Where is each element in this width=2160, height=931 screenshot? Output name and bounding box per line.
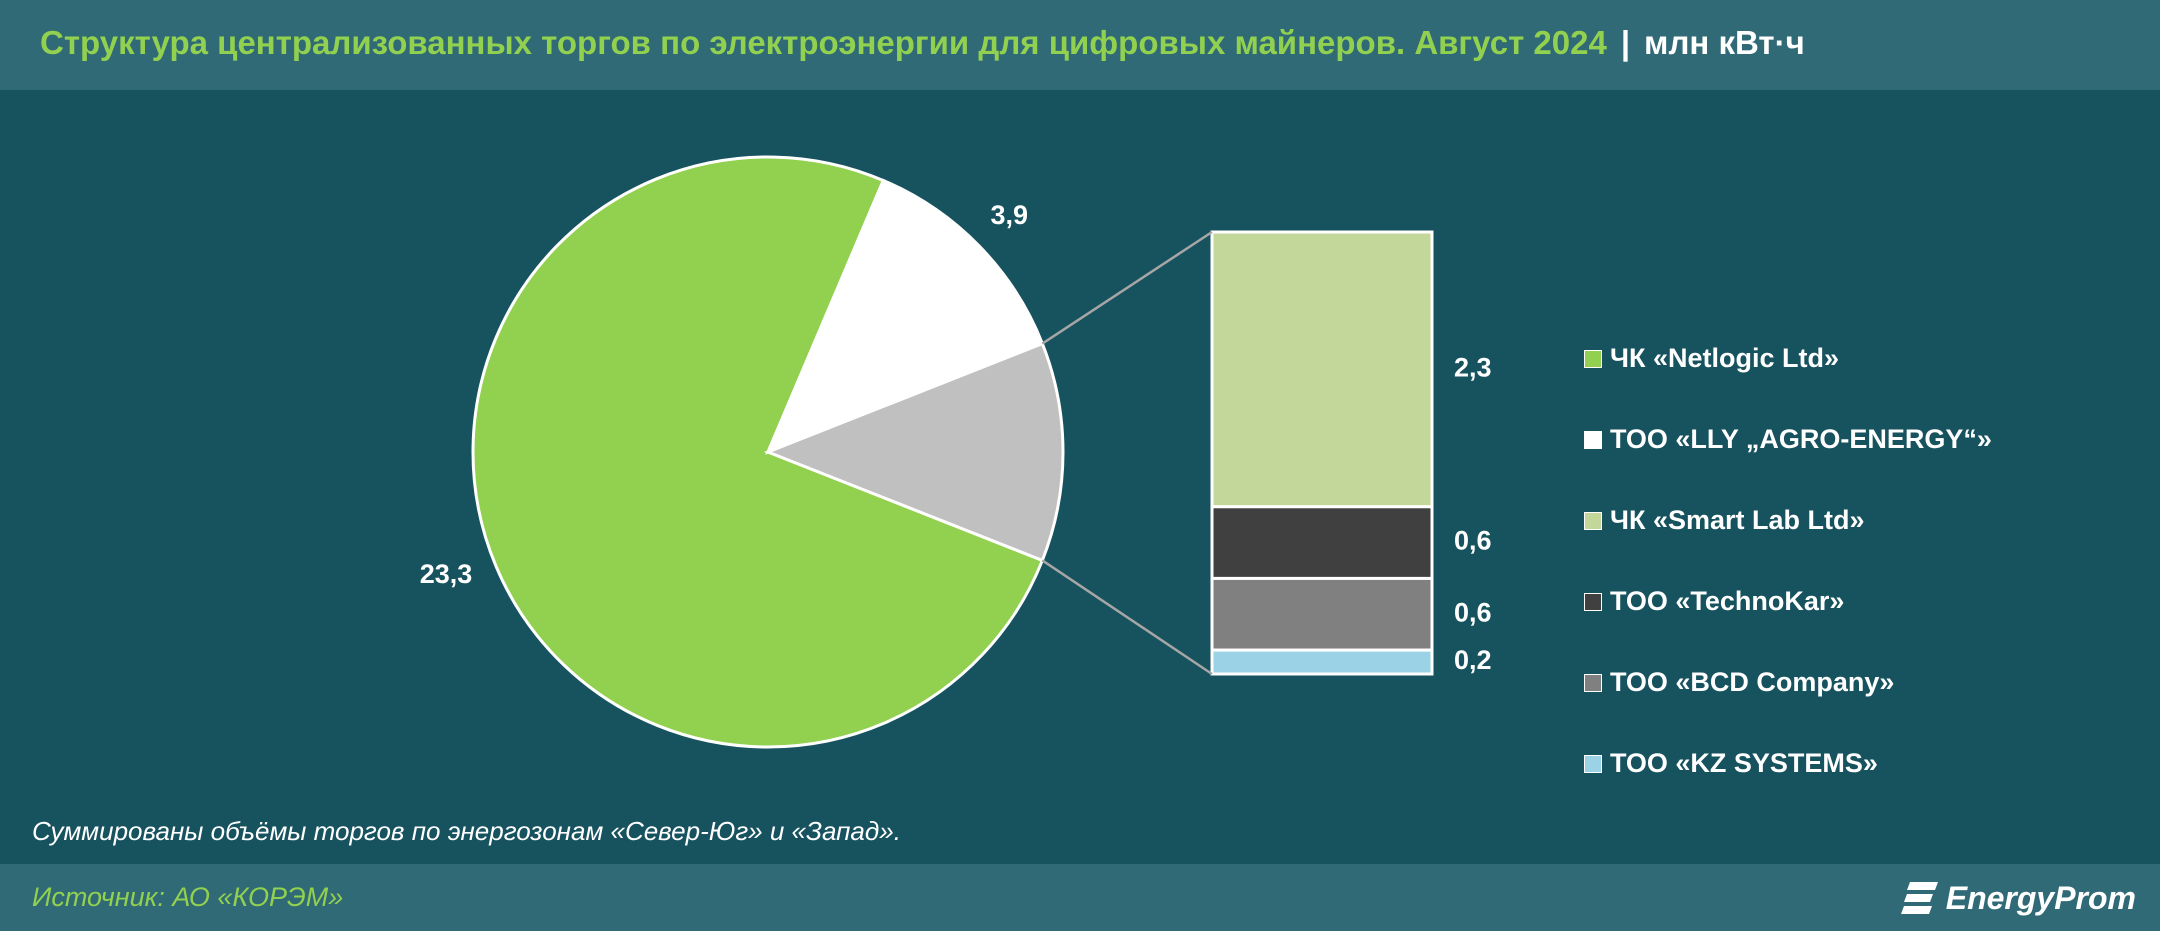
pie-value-label-1: 23,3	[420, 559, 473, 589]
pie-slice-2	[765, 178, 1045, 455]
pie-value-label-2: 3,9	[991, 200, 1029, 230]
footer-bar: Источник: АО «КОРЭМ» EnergyProm	[0, 864, 2160, 931]
legend-label: ЧК «Smart Lab Ltd»	[1610, 505, 1865, 535]
energyprom-logo-icon	[1900, 882, 1938, 914]
legend-label: ТОО «TechnoKar»	[1610, 586, 1845, 616]
logo-text: EnergyProm	[1945, 879, 2136, 916]
legend-label: ТОО «KZ SYSTEMS»	[1610, 748, 1878, 778]
bar-segment-4	[1210, 648, 1434, 676]
chart-title: Структура централизованных торгов по эле…	[40, 24, 1607, 61]
connector-line-bottom	[1041, 559, 1213, 676]
chart-area: 23,3 3,9 2,3 0,6 0,6 0,2 ЧК «Netlogic Ltd» ТОО…	[0, 90, 2160, 860]
source-text: Источник: АО «КОРЭМ»	[32, 882, 344, 912]
legend-label: ТОО «LLY „AGRO-ENERGY“»	[1610, 424, 1992, 454]
legend-item: ЧК «Smart Lab Ltd»	[1584, 480, 1992, 561]
bar-value-label-2: 0,6	[1454, 526, 1492, 556]
pie-slice-1	[471, 155, 1045, 749]
legend-swatch	[1584, 754, 1602, 773]
title-separator: |	[1620, 24, 1631, 61]
legend-swatch	[1584, 592, 1602, 611]
bar-segment-1	[1210, 230, 1434, 509]
legend-swatch	[1584, 511, 1602, 530]
chart-unit: млн кВт·ч	[1644, 24, 1805, 61]
chart-title-line: Структура централизованных торгов по эле…	[40, 24, 1805, 62]
legend-item: ТОО «KZ SYSTEMS»	[1584, 723, 1992, 804]
legend-swatch	[1584, 349, 1602, 368]
legend-label: ЧК «Netlogic Ltd»	[1610, 343, 1839, 373]
footnote: Суммированы объёмы торгов по энергозонам…	[32, 816, 901, 846]
energyprom-logo: EnergyProm	[1900, 876, 2136, 920]
legend-item: ТОО «LLY „AGRO-ENERGY“»	[1584, 399, 1992, 480]
bar-value-label-4: 0,2	[1454, 645, 1492, 675]
bar-segment-3	[1210, 576, 1434, 652]
connector-line-top	[1041, 230, 1213, 345]
legend-item: ТОО «TechnoKar»	[1584, 561, 1992, 642]
legend-swatch	[1584, 430, 1602, 449]
legend-label: ТОО «BCD Company»	[1610, 667, 1895, 697]
bar-value-label-3: 0,6	[1454, 597, 1492, 627]
header-bar: Структура централизованных торгов по эле…	[0, 0, 2160, 90]
legend-item: ТОО «BCD Company»	[1584, 642, 1992, 723]
bar-segment-2	[1210, 505, 1434, 580]
pie-of-bar-chart: 23,3 3,9 2,3 0,6 0,6 0,2	[420, 155, 1492, 749]
legend-swatch	[1584, 673, 1602, 692]
legend: ЧК «Netlogic Ltd» ТОО «LLY „AGRO-ENERGY“»…	[1584, 318, 1992, 804]
pie-slice-3	[763, 341, 1065, 563]
legend-item: ЧК «Netlogic Ltd»	[1584, 318, 1992, 399]
bar-value-label-1: 2,3	[1454, 353, 1492, 383]
